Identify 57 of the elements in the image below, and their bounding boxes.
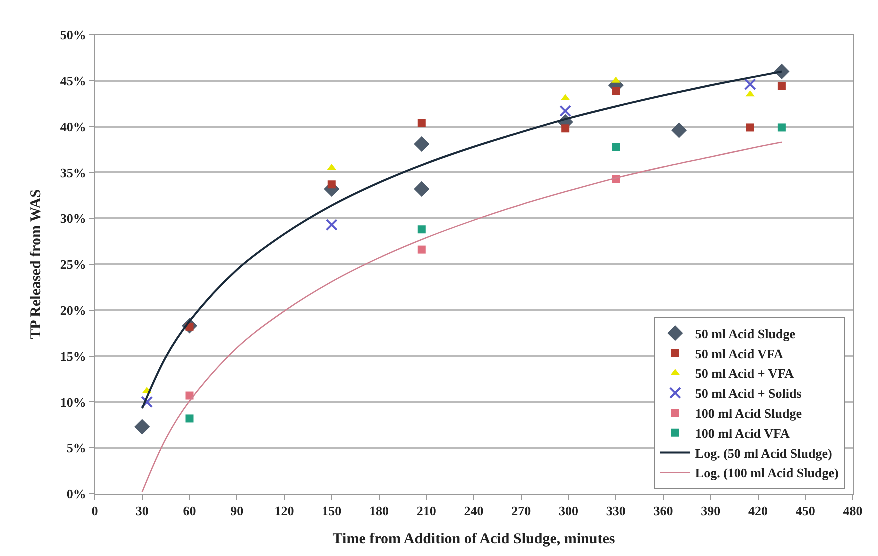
y-tick-label: 25%: [60, 257, 86, 272]
y-tick-label: 20%: [60, 302, 86, 318]
y-tick-label: 15%: [60, 348, 86, 364]
point: [141, 396, 154, 408]
x-axis-title: Time from Addition of Acid Sludge, minutes: [332, 532, 616, 548]
legend-label: 100 ml Acid Sludge: [695, 406, 802, 422]
legend-label: 50 ml Acid + VFA: [695, 366, 795, 382]
point: [612, 143, 620, 151]
point: [418, 246, 426, 254]
y-tick-label: 50%: [60, 28, 86, 43]
x-tick-label: 480: [843, 504, 863, 519]
point: [562, 124, 570, 133]
x-tick-label: 150: [322, 504, 342, 519]
x-tick-label: 330: [606, 504, 626, 519]
x-tick-label: 60: [183, 504, 196, 519]
y-tick-label: 10%: [60, 394, 86, 410]
point: [778, 124, 786, 132]
point: [134, 419, 150, 435]
y-tick-label: 5%: [66, 440, 86, 456]
y-axis-title: TP Released from WAS: [28, 190, 45, 340]
point: [328, 180, 336, 189]
point: [746, 124, 754, 132]
legend-label: Log. (50 ml Acid Sludge): [695, 446, 832, 461]
point: [418, 226, 426, 234]
point: [186, 414, 194, 423]
point: [560, 105, 572, 118]
x-tick-label: 210: [416, 504, 436, 519]
y-tick-label: 40%: [60, 119, 86, 134]
x-tick-label: 360: [654, 504, 674, 519]
x-tick-label: 390: [701, 504, 721, 519]
x-tick-label: 420: [748, 504, 768, 519]
legend-label: 50 ml Acid VFA: [695, 346, 784, 362]
point: [418, 119, 426, 128]
y-tick-label: 35%: [60, 165, 86, 180]
point: [778, 82, 786, 90]
x-tick-label: 300: [559, 504, 578, 519]
x-tick-label: 30: [136, 504, 149, 519]
x-tick-label: 0: [92, 504, 98, 519]
point: [414, 181, 430, 198]
point: [326, 219, 338, 232]
x-tick-label: 450: [796, 504, 816, 519]
point: [671, 122, 688, 138]
legend-label: 100 ml Acid VFA: [695, 426, 791, 441]
y-tick-label: 0%: [66, 486, 86, 502]
x-tick-label: 180: [370, 504, 389, 519]
legend-label: 50 ml Acid + Solids: [695, 386, 802, 402]
point: [612, 87, 620, 95]
point: [414, 136, 430, 152]
legend-label: 50 ml Acid Sludge: [695, 326, 796, 342]
y-tick-label: 30%: [60, 211, 86, 226]
x-tick-label: 90: [230, 504, 244, 519]
x-tick-label: 270: [512, 504, 532, 519]
point: [744, 78, 756, 91]
legend-label: Log. (100 ml Acid Sludge): [695, 466, 839, 481]
y-tick-label: 45%: [60, 73, 86, 88]
x-tick-label: 120: [274, 504, 294, 519]
x-tick-label: 240: [464, 504, 484, 519]
